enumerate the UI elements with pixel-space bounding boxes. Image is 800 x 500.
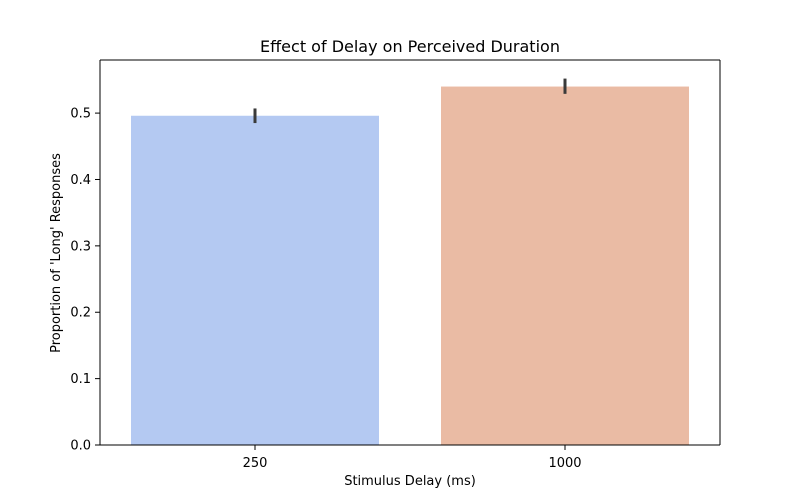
bar-1000 (441, 86, 689, 445)
bar-250 (131, 115, 379, 446)
x-axis-label: Stimulus Delay (ms) (344, 474, 476, 489)
y-tick-label: 0.3 (70, 239, 91, 254)
x-tick-label: 1000 (548, 456, 581, 471)
y-tick-label: 0.5 (70, 107, 91, 122)
chart-title: Effect of Delay on Perceived Duration (260, 37, 560, 56)
error-bars-layer (253, 78, 567, 124)
y-tick-label: 0.4 (70, 173, 91, 188)
y-tick-label: 0.2 (70, 306, 91, 321)
x-tick-label: 250 (243, 456, 268, 471)
y-tick-label: 0.1 (70, 372, 91, 387)
x-ticks-layer: 250 1000 (243, 445, 582, 471)
y-ticks-layer: 0.0 0.1 0.2 0.3 0.4 0.5 (70, 107, 100, 454)
y-axis-label: Proportion of 'Long' Responses (49, 153, 64, 353)
bars-layer (131, 86, 689, 446)
y-tick-label: 0.0 (70, 439, 91, 454)
